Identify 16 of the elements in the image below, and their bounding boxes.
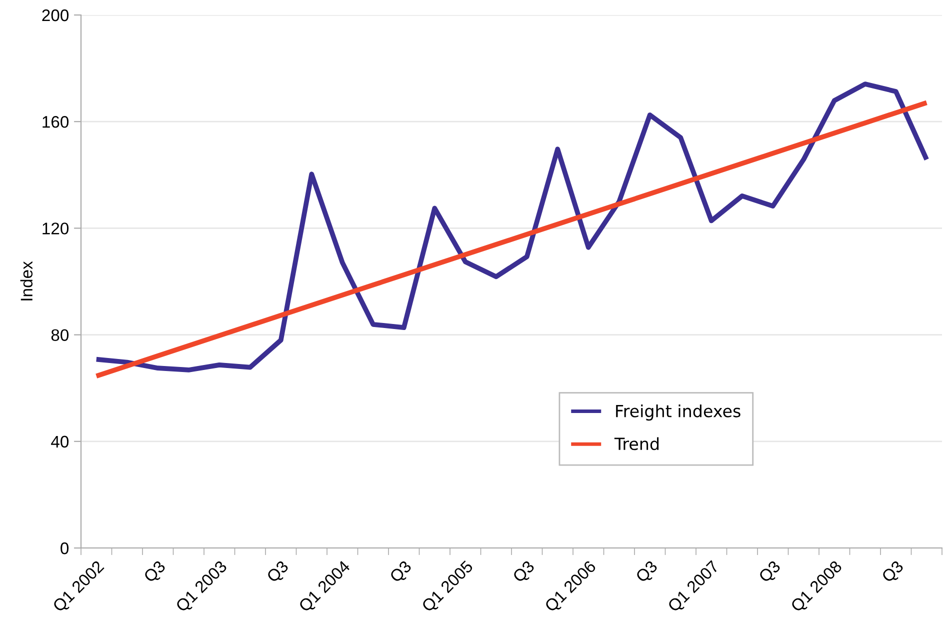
x-tick-label: Q3 <box>266 560 292 586</box>
legend-label: Trend <box>614 437 659 450</box>
x-tick-label: Q3 <box>143 560 168 586</box>
legend-label: Freight indexes <box>616 404 740 421</box>
y-tick-label: 0 <box>60 542 69 554</box>
y-tick-label: 160 <box>42 116 69 128</box>
x-tick-label: Q3 <box>758 560 784 586</box>
y-axis-title: Index <box>20 261 33 300</box>
x-tick-label: Q3 <box>881 560 906 586</box>
x-tick-label: Q3 <box>635 560 660 586</box>
y-tick-label: 200 <box>42 9 69 22</box>
x-tick-label: Q3 <box>389 560 414 586</box>
y-tick-label: 40 <box>51 436 69 448</box>
y-tick-label: 120 <box>42 222 69 234</box>
x-tick-label: Q3 <box>512 560 538 586</box>
y-tick-label: 80 <box>51 329 69 342</box>
